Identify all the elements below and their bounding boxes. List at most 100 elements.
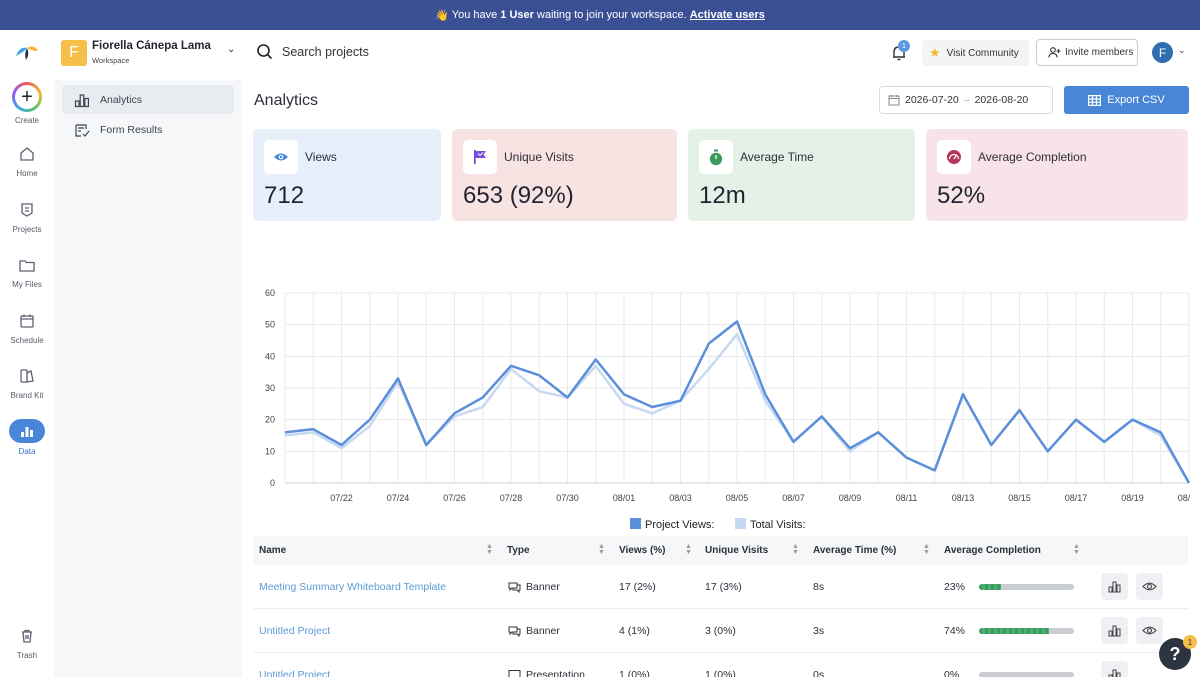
average-time-cell: 8s	[813, 581, 825, 593]
completion-progress	[979, 565, 1074, 609]
sort-icon[interactable]: ▲ ▼	[923, 543, 930, 556]
x-tick-label: 08/15	[1008, 493, 1031, 503]
eye-icon	[264, 140, 298, 174]
table-row: Meeting Summary Whiteboard Template Bann…	[253, 565, 1188, 609]
workspace-name[interactable]: Fiorella Cánepa Lama	[92, 40, 211, 52]
unique-visits-cell: 3 (0%)	[705, 625, 736, 637]
left-rail: + Create Home Projects My Files Sc	[0, 30, 54, 677]
subnav-item-form-results[interactable]: Form Results	[62, 115, 234, 144]
rail-data[interactable]: Data	[0, 419, 54, 456]
banner-count: 1 User	[500, 9, 534, 21]
project-name-link[interactable]: Untitled Project	[259, 625, 331, 637]
export-csv-label: Export CSV	[1107, 94, 1165, 106]
type-label: Banner	[526, 625, 560, 637]
chat-icon	[508, 626, 521, 637]
col-average-time[interactable]: Average Time (%)	[813, 545, 897, 556]
x-tick-label: 08/19	[1121, 493, 1144, 503]
invite-members-label: Invite members	[1065, 47, 1134, 58]
x-tick-label: 07/24	[387, 493, 410, 503]
subnav-analytics-label: Analytics	[100, 93, 143, 106]
visit-community-button[interactable]: ★ Visit Community	[922, 40, 1029, 66]
trash-icon	[16, 625, 38, 647]
row-analytics-button[interactable]	[1101, 573, 1128, 600]
rail-projects[interactable]: Projects	[0, 199, 54, 234]
activate-users-link[interactable]: Activate users	[689, 9, 765, 21]
project-name-link[interactable]: Meeting Summary Whiteboard Template	[259, 581, 447, 593]
row-preview-button[interactable]	[1136, 573, 1163, 600]
x-tick-label: 07/28	[500, 493, 523, 503]
projects-table-header: Name ▲ ▼ Type ▲ ▼ Views (%) ▲ ▼ Unique Visi…	[253, 536, 1188, 565]
date-start: 2026-07-20	[905, 94, 959, 106]
sort-icon[interactable]: ▲ ▼	[792, 543, 799, 556]
series-line	[284, 320, 1190, 484]
table-row: Untitled Project Presentation 1 (0%) 1 (…	[253, 653, 1188, 677]
completion-progress	[979, 653, 1074, 677]
page-title: Analytics	[254, 92, 319, 109]
brush-icon	[16, 365, 38, 387]
project-name-link[interactable]: Untitled Project	[259, 669, 331, 677]
y-tick-label: 10	[265, 446, 275, 456]
sort-icon[interactable]: ▲ ▼	[1073, 543, 1080, 556]
type-label: Presentation	[526, 669, 585, 677]
col-average-completion[interactable]: Average Completion	[944, 545, 1041, 556]
chevron-down-icon[interactable]: ⌄	[227, 44, 236, 55]
unique-visits-label: Unique Visits	[504, 150, 574, 164]
eye-icon	[1142, 626, 1157, 635]
row-analytics-button[interactable]	[1101, 617, 1128, 644]
rail-home[interactable]: Home	[0, 143, 54, 178]
sort-icon[interactable]: ▲ ▼	[685, 543, 692, 556]
invite-members-button[interactable]: Invite members	[1036, 39, 1138, 66]
x-tick-label: 08/01	[613, 493, 636, 503]
col-name[interactable]: Name	[259, 545, 287, 556]
row-analytics-button[interactable]	[1101, 661, 1128, 677]
avatar[interactable]: F	[1152, 42, 1173, 63]
x-tick-label: 08/11	[896, 493, 918, 503]
create-plus-icon: +	[12, 82, 42, 112]
col-unique-visits[interactable]: Unique Visits	[705, 545, 769, 556]
stat-card-average-completion: Average Completion 52%	[926, 129, 1188, 221]
add-user-icon	[1048, 47, 1061, 58]
x-tick-label: 07/30	[556, 493, 579, 503]
views-cell: 4 (1%)	[619, 625, 650, 637]
presentation-icon	[508, 670, 521, 677]
x-tick-label: 08/09	[839, 493, 862, 503]
col-type[interactable]: Type	[507, 545, 530, 556]
invite-banner: 👋 You have 1 User waiting to join your w…	[0, 0, 1200, 30]
average-time-cell: 3s	[813, 625, 825, 637]
app-logo-icon[interactable]	[14, 42, 40, 62]
workspace-logo[interactable]: F	[61, 40, 87, 66]
rail-brand-kit[interactable]: Brand Kit	[0, 365, 54, 400]
col-views[interactable]: Views (%)	[619, 545, 666, 556]
x-tick-label: 08/13	[952, 493, 975, 503]
x-tick-label: 07/26	[443, 493, 466, 503]
rail-my-files-label: My Files	[12, 280, 42, 289]
stat-card-views: Views 712	[253, 129, 441, 221]
legend-swatch	[735, 518, 746, 529]
sort-icon[interactable]: ▲ ▼	[598, 543, 605, 556]
folder-icon	[16, 254, 38, 276]
subnav-item-analytics[interactable]: Analytics	[62, 85, 234, 114]
project-type: Presentation	[508, 653, 585, 677]
form-results-icon	[75, 123, 90, 137]
rail-trash[interactable]: Trash	[0, 625, 54, 660]
legend-label: Project Views:	[645, 519, 715, 531]
home-icon	[16, 143, 38, 165]
row-preview-button[interactable]	[1136, 617, 1163, 644]
x-tick-label: 08/05	[726, 493, 749, 503]
avatar-chevron-icon[interactable]: ⌄	[1178, 45, 1186, 55]
rail-my-files[interactable]: My Files	[0, 254, 54, 289]
views-cell: 17 (2%)	[619, 581, 656, 593]
x-tick-label: 08/03	[669, 493, 692, 503]
unique-visits-cell: 1 (0%)	[705, 669, 736, 677]
export-csv-button[interactable]: Export CSV	[1064, 86, 1189, 114]
sort-icon[interactable]: ▲ ▼	[486, 543, 493, 556]
table-row: Untitled Project Banner 4 (1%) 3 (0%) 3s…	[253, 609, 1188, 653]
analytics-icon	[74, 93, 89, 107]
views-cell: 1 (0%)	[619, 669, 650, 677]
search-projects[interactable]: Search projects	[256, 43, 369, 60]
data-chart-icon	[9, 419, 45, 443]
rail-create[interactable]: + Create	[0, 82, 54, 125]
rail-schedule[interactable]: Schedule	[0, 310, 54, 345]
date-range-picker[interactable]: 2026-07-20 – 2026-08-20	[879, 86, 1053, 114]
y-tick-label: 40	[265, 351, 275, 361]
